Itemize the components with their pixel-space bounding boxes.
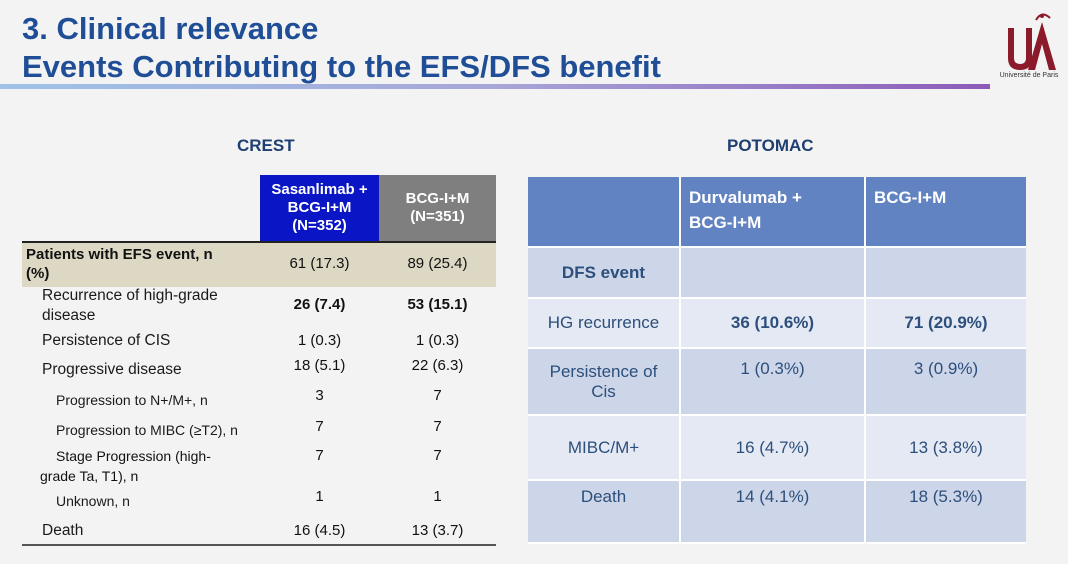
crest-row-label: Unknown, n <box>56 493 130 509</box>
potomac-row-label: HG recurrence <box>528 299 681 349</box>
potomac-row-label: Death <box>528 481 681 544</box>
crest-row-label: Progressive disease <box>42 361 182 378</box>
potomac-header-row: Durvalumab + BCG-I+M BCG-I+M <box>528 177 1026 248</box>
crest-row-label: Persistence of CIS <box>42 332 171 349</box>
crest-header-bcg: BCG-I+M (N=351) <box>379 175 496 241</box>
table-row: Persistence of Cis 1 (0.3%) 3 (0.9%) <box>528 349 1026 416</box>
potomac-value-durvalumab: 1 (0.3%) <box>681 349 866 416</box>
potomac-row-label: Persistence of Cis <box>528 349 681 416</box>
crest-value-sasanlimab: 7 <box>315 418 324 435</box>
crest-efs-row-bg <box>22 241 496 287</box>
table-row: DFS event <box>528 248 1026 299</box>
crest-header-sasanlimab: Sasanlimab + BCG-I+M (N=352) <box>260 175 381 241</box>
crest-value-sasanlimab: 61 (17.3) <box>289 255 350 272</box>
crest-value-bcg: 89 (25.4) <box>407 255 468 272</box>
crest-value-bcg: 7 <box>433 418 442 435</box>
crest-bottom-rule <box>22 544 496 546</box>
slide-title-line2: Events Contributing to the EFS/DFS benef… <box>22 49 661 84</box>
crest-value-bcg: 13 (3.7) <box>411 522 464 539</box>
crest-row-label: Progression to MIBC (≥T2), n <box>56 422 238 438</box>
crest-value-bcg: 7 <box>433 447 442 464</box>
potomac-value-durvalumab: 14 (4.1%) <box>681 481 866 544</box>
crest-row-label: Recurrence of high-grade disease <box>42 287 218 324</box>
crest-value-sasanlimab: 1 (0.3) <box>297 332 342 349</box>
crest-value-sasanlimab: 18 (5.1) <box>293 357 346 374</box>
potomac-value-durvalumab: 36 (10.6%) <box>681 299 866 349</box>
potomac-value-bcg: 3 (0.9%) <box>866 349 1026 416</box>
crest-value-bcg: 1 (0.3) <box>415 332 460 349</box>
crest-value-sasanlimab: 1 <box>315 488 324 505</box>
crest-row-label: Death <box>42 522 84 539</box>
slide-title-line1: 3. Clinical relevance <box>22 11 319 46</box>
potomac-table: Durvalumab + BCG-I+M BCG-I+M DFS event H… <box>528 177 1026 544</box>
university-logo-icon <box>1008 13 1056 70</box>
potomac-title: POTOMAC <box>727 136 814 155</box>
crest-value-bcg: 53 (15.1) <box>407 296 468 313</box>
potomac-value-bcg: 13 (3.8%) <box>866 416 1026 481</box>
potomac-value-bcg: 71 (20.9%) <box>866 299 1026 349</box>
potomac-header-bcg: BCG-I+M <box>866 177 1026 248</box>
table-row: HG recurrence 36 (10.6%) 71 (20.9%) <box>528 299 1026 349</box>
potomac-value-bcg <box>866 248 1026 299</box>
crest-row-label: Progression to N+/M+, n <box>56 392 208 408</box>
table-row: MIBC/M+ 16 (4.7%) 13 (3.8%) <box>528 416 1026 481</box>
potomac-value-bcg: 18 (5.3%) <box>866 481 1026 544</box>
crest-value-sasanlimab: 26 (7.4) <box>293 296 346 313</box>
crest-title: CREST <box>237 136 295 155</box>
potomac-value-durvalumab: 16 (4.7%) <box>681 416 866 481</box>
potomac-row-label: DFS event <box>528 248 681 299</box>
potomac-header-empty <box>528 177 681 248</box>
crest-value-sasanlimab: 7 <box>315 447 324 464</box>
potomac-value-durvalumab <box>681 248 866 299</box>
crest-value-sasanlimab: 3 <box>315 387 324 404</box>
title-underline <box>0 84 990 89</box>
crest-row-label: Patients with EFS event, n (%) <box>26 246 213 282</box>
crest-table: Sasanlimab + BCG-I+M (N=352) BCG-I+M (N=… <box>22 175 498 547</box>
potomac-row-label: MIBC/M+ <box>528 416 681 481</box>
crest-row-label: Stage Progression (high- grade Ta, T1), … <box>40 448 211 484</box>
crest-value-sasanlimab: 16 (4.5) <box>293 522 346 539</box>
potomac-header-durvalumab: Durvalumab + BCG-I+M <box>681 177 866 248</box>
crest-value-bcg: 1 <box>433 488 442 505</box>
logo-caption: Université de Paris <box>999 72 1059 79</box>
table-row: Death 14 (4.1%) 18 (5.3%) <box>528 481 1026 544</box>
crest-value-bcg: 7 <box>433 387 442 404</box>
crest-value-bcg: 22 (6.3) <box>411 357 464 374</box>
